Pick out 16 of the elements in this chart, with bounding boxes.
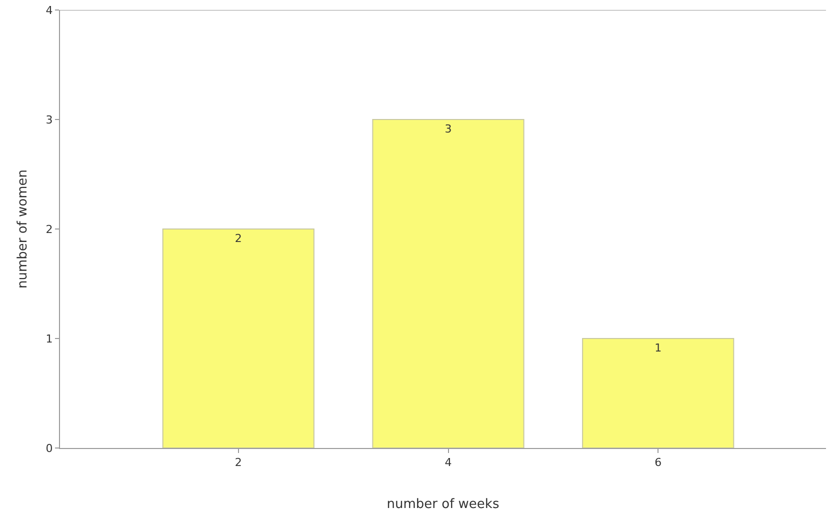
y-axis-title: number of women (16, 169, 31, 289)
bar (372, 119, 524, 448)
data-label: 3 (444, 122, 452, 136)
data-label: 2 (234, 232, 242, 245)
y-tick-label: 3 (46, 113, 53, 126)
y-tick-label: 2 (46, 222, 53, 236)
x-tick-label: 4 (444, 456, 452, 470)
y-tick-label: 1 (46, 332, 53, 346)
x-axis-title: number of weeks (386, 496, 500, 512)
y-tick-label: 4 (46, 4, 53, 17)
x-tick-label: 6 (654, 456, 662, 470)
bar (582, 338, 734, 448)
bar (162, 228, 314, 448)
y-tick-label: 0 (46, 442, 53, 455)
x-tick-label: 2 (234, 456, 242, 470)
data-label: 1 (654, 342, 662, 354)
